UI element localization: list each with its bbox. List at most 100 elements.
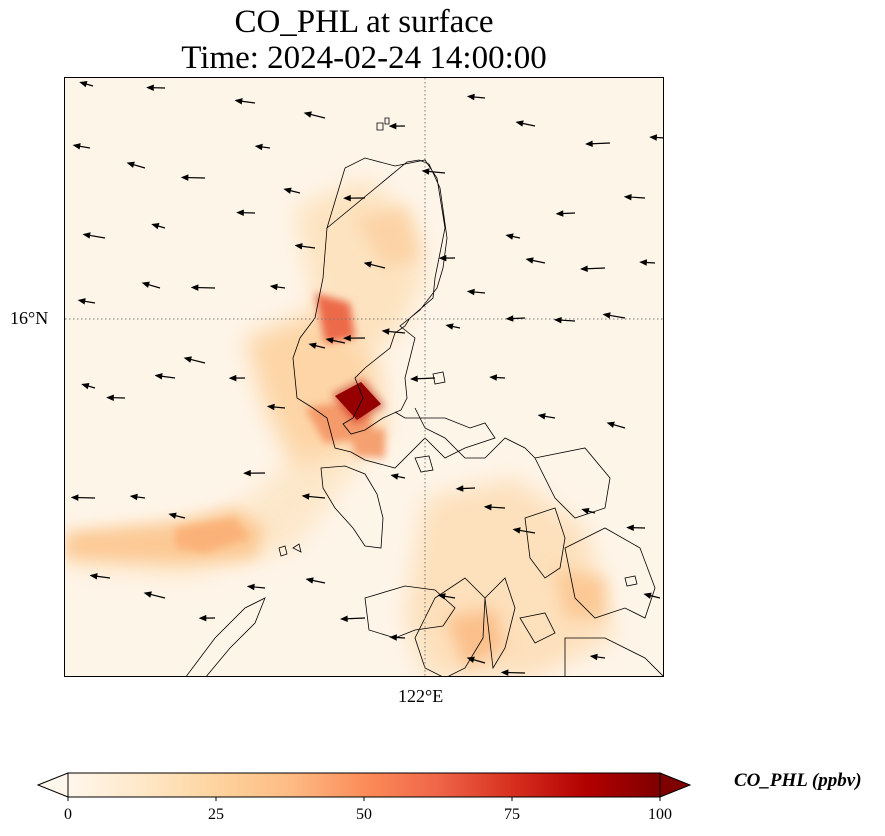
wind-arrowhead (143, 591, 152, 598)
wind-arrowhead (639, 259, 648, 266)
visayas-plume-east (555, 568, 605, 618)
negros-coastline (414, 577, 486, 676)
mindoro-coastline (320, 465, 384, 549)
luzon-coastline (292, 157, 496, 469)
wind-arrowhead (79, 81, 88, 88)
wind-arrowhead (388, 122, 397, 130)
wind-arrowhead (89, 573, 98, 580)
wind-arrowhead (106, 394, 114, 401)
wind-arrowhead (537, 413, 546, 420)
islet-5 (292, 543, 302, 553)
cebu-coastline (484, 577, 516, 670)
wind-arrowhead (82, 232, 91, 239)
wind-arrowhead (466, 93, 475, 101)
wind-arrowhead (512, 527, 521, 534)
wind-arrowhead (198, 614, 207, 622)
panay-coastline (364, 585, 456, 639)
wind-arrowhead (234, 98, 243, 105)
wind-arrowhead (151, 223, 160, 230)
wind-arrowhead (228, 374, 237, 382)
wind-arrowhead (381, 328, 390, 335)
wind-arrowhead (421, 168, 430, 175)
wind-arrowhead (343, 194, 351, 202)
wind-arrowhead (500, 669, 509, 676)
wind-arrowhead (72, 143, 81, 150)
wind-arrowhead (81, 383, 90, 390)
wind-arrowhead (389, 634, 398, 641)
coastlines (186, 117, 663, 676)
concentration-field (65, 178, 615, 676)
wind-arrowhead (553, 316, 562, 324)
palawan-coastline (186, 597, 266, 676)
west-sea-plume-core (175, 518, 250, 553)
bohol-coastline (519, 612, 556, 644)
wind-arrowhead (525, 257, 534, 264)
wind-arrowhead (505, 315, 514, 322)
wind-arrowhead (390, 473, 399, 480)
islet-1 (376, 122, 384, 131)
wind-arrowhead (236, 209, 244, 216)
wind-arrowhead (190, 284, 199, 291)
colorbar-tick-label: 0 (64, 806, 72, 823)
wind-arrowhead (168, 512, 177, 519)
wind-arrowhead (606, 421, 615, 428)
wind-arrowhead (466, 288, 475, 296)
wind-arrowhead (589, 653, 598, 661)
colorbar-tick-label: 75 (504, 806, 520, 823)
wind-arrowhead (283, 187, 292, 194)
islet-4 (278, 545, 288, 557)
wind-arrowhead (269, 283, 278, 291)
wind-arrowhead (584, 140, 593, 147)
wind-arrowhead (515, 120, 524, 127)
colorbar-tick-label: 100 (648, 806, 672, 823)
wind-arrowhead (466, 656, 475, 663)
colorbar-extend-low (36, 772, 69, 798)
mindanao-coastline (564, 527, 656, 619)
wind-arrowhead (555, 210, 564, 217)
wind-arrowhead (643, 592, 652, 599)
wind-arrowhead (325, 337, 334, 344)
wind-arrowhead (154, 373, 163, 380)
leyte-coastline (524, 507, 566, 579)
longitude-label: 122°E (398, 686, 444, 706)
wind-arrowhead (180, 174, 189, 181)
latitude-label: 16°N (10, 308, 49, 328)
samar-coastline (534, 447, 611, 519)
wind-arrowhead (146, 84, 154, 91)
wind-arrowhead (246, 583, 255, 591)
marinduque-coastline (414, 455, 434, 473)
wind-arrowhead (409, 375, 418, 382)
islet-3 (432, 371, 446, 385)
wind-arrowhead (308, 342, 317, 349)
bicol-coastline (414, 407, 536, 459)
southwest-plume (65, 358, 385, 578)
wind-arrowhead (254, 143, 263, 151)
plume-south (350, 428, 385, 458)
wind-arrowhead (438, 254, 447, 262)
colorbar (36, 772, 692, 801)
wind-arrowhead (483, 503, 492, 511)
wind-arrowhead (455, 485, 464, 492)
wind-arrowhead (141, 281, 150, 288)
map-canvas (65, 78, 663, 676)
wind-arrowhead (579, 265, 588, 272)
colorbar-extend-high (659, 772, 692, 798)
wind-arrowhead (649, 134, 658, 141)
wind-arrowhead (183, 356, 192, 363)
wind-arrowhead (294, 243, 303, 250)
wind-arrowhead (505, 233, 514, 240)
wind-arrowhead (303, 111, 312, 118)
luzon-central-plume-core (315, 293, 355, 343)
wind-arrowhead (489, 374, 498, 381)
wind-arrowhead (623, 193, 632, 201)
wind-arrowhead (437, 593, 446, 600)
map-title-line-2: Time: 2024-02-24 14:00:00 (181, 40, 547, 76)
wind-arrowhead (602, 312, 611, 319)
wind-arrowhead (243, 469, 251, 477)
visayas-plume-core (445, 608, 505, 668)
colorbar-gradient (67, 772, 661, 798)
wind-arrowhead (77, 298, 86, 305)
wind-arrowhead (339, 615, 348, 622)
islet-2 (384, 117, 390, 125)
wind-arrowhead (445, 323, 454, 330)
